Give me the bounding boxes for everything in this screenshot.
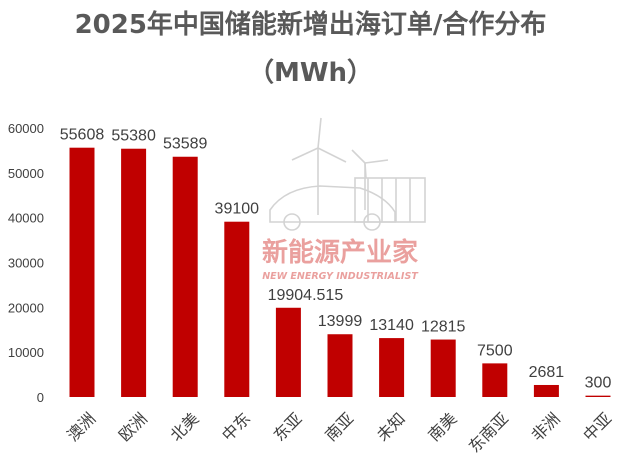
chart-subtitle-unit: （MWh） xyxy=(247,58,374,88)
data-label: 2681 xyxy=(529,364,565,381)
data-labels: 55608 55380 53589 39100 19904.515 13999 13140 1… xyxy=(60,127,612,392)
x-tick-label: 中亚 xyxy=(579,409,615,445)
watermark-cn-text: 新能源产业家 xyxy=(262,237,418,268)
x-tick-label: 南美 xyxy=(424,409,460,445)
y-axis: 0 10000 20000 30000 40000 50000 60000 xyxy=(8,121,44,405)
x-tick-label: 南亚 xyxy=(321,409,357,445)
bar xyxy=(121,148,147,397)
bar xyxy=(585,395,611,397)
x-tick-label: 东南亚 xyxy=(465,409,512,456)
x-tick-label: 未知 xyxy=(373,409,409,445)
y-tick-label: 30000 xyxy=(8,256,44,271)
x-tick-label: 中东 xyxy=(218,409,254,445)
data-label: 13140 xyxy=(369,317,414,334)
bar xyxy=(172,156,198,397)
watermark-logo: 新能源产业家 NEW ENERGY INDUSTRIALIST xyxy=(262,117,426,282)
data-label: 13999 xyxy=(318,313,363,330)
x-tick-label: 东亚 xyxy=(270,409,306,445)
bar xyxy=(379,338,405,397)
chart-title: 2025年中国储能新增出海订单/合作分布 xyxy=(74,10,547,40)
data-label: 39100 xyxy=(215,201,260,218)
x-tick-label: 欧洲 xyxy=(115,409,151,445)
bars xyxy=(69,147,611,397)
data-label: 55608 xyxy=(60,127,105,144)
data-label: 19904.515 xyxy=(268,287,344,304)
y-tick-label: 20000 xyxy=(8,300,44,315)
x-tick-label: 非洲 xyxy=(528,409,564,445)
x-axis: 澳洲 欧洲 北美 中东 东亚 南亚 未知 南美 东南亚 非洲 中亚 xyxy=(63,409,615,456)
data-label: 53589 xyxy=(163,136,208,153)
bar xyxy=(275,307,301,397)
data-label: 12815 xyxy=(421,319,466,336)
y-tick-label: 40000 xyxy=(8,211,44,226)
bar xyxy=(430,339,456,397)
bar xyxy=(69,147,95,397)
bar xyxy=(482,363,508,397)
data-label: 7500 xyxy=(477,342,513,359)
y-tick-label: 10000 xyxy=(8,345,44,360)
y-tick-label: 50000 xyxy=(8,166,44,181)
y-tick-label: 60000 xyxy=(8,121,44,136)
y-tick-label: 0 xyxy=(37,390,44,405)
bar xyxy=(327,334,353,397)
bar xyxy=(224,221,250,397)
x-tick-label: 澳洲 xyxy=(63,409,99,445)
x-tick-label: 北美 xyxy=(166,409,202,445)
bar xyxy=(533,384,559,397)
data-label: 300 xyxy=(585,375,612,392)
data-label: 55380 xyxy=(111,128,156,145)
watermark-en-text: NEW ENERGY INDUSTRIALIST xyxy=(262,271,419,282)
